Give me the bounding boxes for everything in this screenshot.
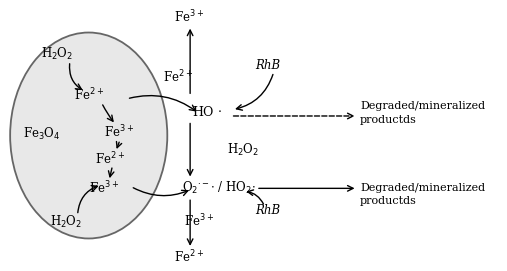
Text: Fe$^{3+}$: Fe$^{3+}$ [184, 212, 214, 229]
Text: Degraded/mineralized: Degraded/mineralized [360, 101, 485, 111]
Text: Fe$^{3+}$: Fe$^{3+}$ [104, 124, 134, 141]
Text: Fe$^{3+}$: Fe$^{3+}$ [89, 180, 119, 197]
Text: Fe$^{2+}$: Fe$^{2+}$ [95, 150, 126, 167]
Text: productds: productds [360, 115, 417, 125]
Text: H$_2$O$_2$: H$_2$O$_2$ [50, 214, 82, 230]
Text: Fe$^{2+}$: Fe$^{2+}$ [163, 69, 194, 86]
Text: productds: productds [360, 196, 417, 206]
Ellipse shape [10, 33, 167, 238]
Text: RhB: RhB [255, 204, 280, 217]
Text: HO $\cdot$: HO $\cdot$ [192, 105, 222, 120]
Text: O$_2$$^{\cdot -}$$\cdot$ / HO$_2$$\cdot$: O$_2$$^{\cdot -}$$\cdot$ / HO$_2$$\cdot$ [182, 180, 256, 196]
Text: Fe$^{2+}$: Fe$^{2+}$ [74, 87, 104, 104]
Text: H$_2$O$_2$: H$_2$O$_2$ [41, 46, 73, 62]
Text: Fe$_3$O$_4$: Fe$_3$O$_4$ [23, 126, 60, 142]
Text: Fe$^{3+}$: Fe$^{3+}$ [173, 8, 204, 25]
Text: Degraded/mineralized: Degraded/mineralized [360, 183, 485, 192]
Text: H$_2$O$_2$: H$_2$O$_2$ [227, 142, 259, 159]
Text: Fe$^{2+}$: Fe$^{2+}$ [173, 249, 204, 265]
Text: RhB: RhB [255, 59, 280, 72]
